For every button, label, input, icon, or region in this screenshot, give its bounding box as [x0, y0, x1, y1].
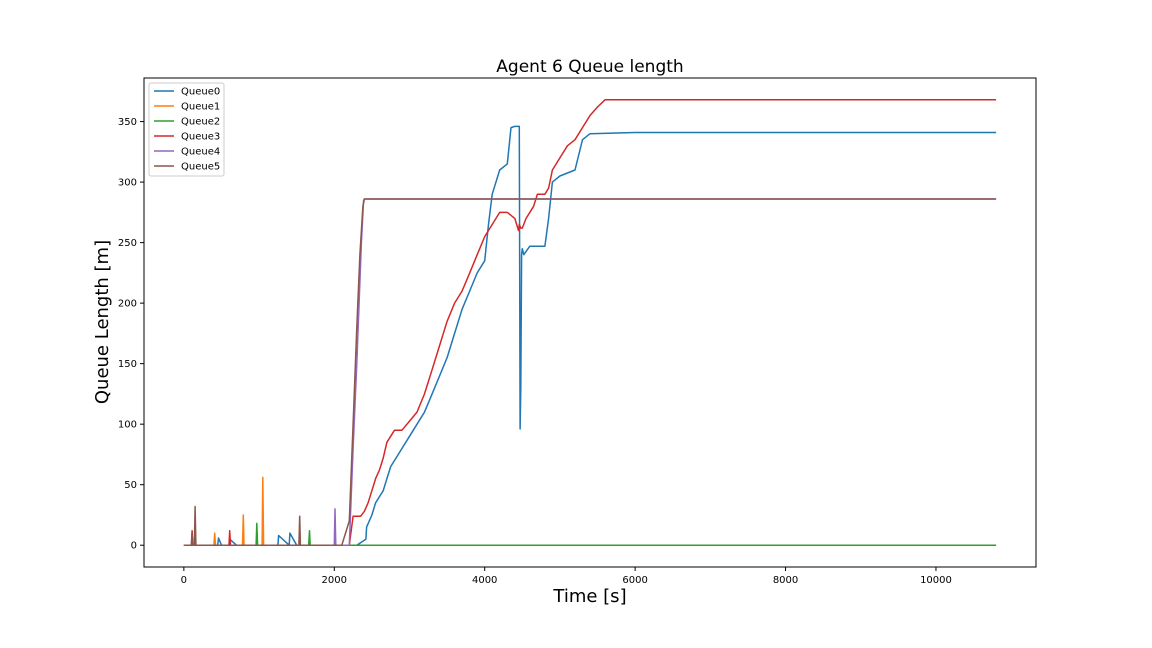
y-tick-label: 50 — [124, 480, 137, 491]
x-tick-label: 4000 — [472, 575, 497, 586]
y-tick-label: 100 — [118, 420, 137, 431]
x-tick-label: 0 — [181, 575, 187, 586]
x-axis-ticks: 0 2000 4000 6000 8000 10000 — [181, 567, 952, 586]
x-axis-label: Time [s] — [552, 586, 626, 607]
legend-label-queue2: Queue2 — [181, 117, 220, 128]
legend-label-queue0: Queue0 — [181, 87, 220, 98]
x-tick-label: 10000 — [920, 575, 952, 586]
x-tick-label: 2000 — [322, 575, 347, 586]
y-tick-label: 200 — [118, 299, 137, 310]
series-line-queue5 — [183, 198, 997, 546]
y-tick-label: 300 — [118, 178, 137, 189]
legend-label-queue5: Queue5 — [181, 162, 220, 173]
x-tick-label: 6000 — [622, 575, 647, 586]
series-layer — [183, 99, 997, 546]
series-line-queue3 — [183, 99, 997, 546]
plot-frame — [143, 77, 1037, 568]
legend-label-queue3: Queue3 — [181, 132, 220, 143]
legend-label-queue1: Queue1 — [181, 102, 220, 113]
y-tick-label: 350 — [118, 117, 137, 128]
y-axis-ticks: 0 50 100 150 200 250 300 350 — [118, 117, 144, 552]
legend: Queue0 Queue1 Queue2 Queue3 Queue4 Queue5 — [148, 82, 225, 177]
y-tick-label: 250 — [118, 238, 137, 249]
y-tick-label: 0 — [131, 541, 137, 552]
x-tick-label: 8000 — [773, 575, 798, 586]
y-tick-label: 150 — [118, 359, 137, 370]
y-axis-label: Queue Length [m] — [92, 240, 113, 404]
series-line-queue1 — [183, 476, 997, 546]
chart-title: Agent 6 Queue length — [496, 57, 683, 77]
legend-label-queue4: Queue4 — [181, 147, 220, 158]
